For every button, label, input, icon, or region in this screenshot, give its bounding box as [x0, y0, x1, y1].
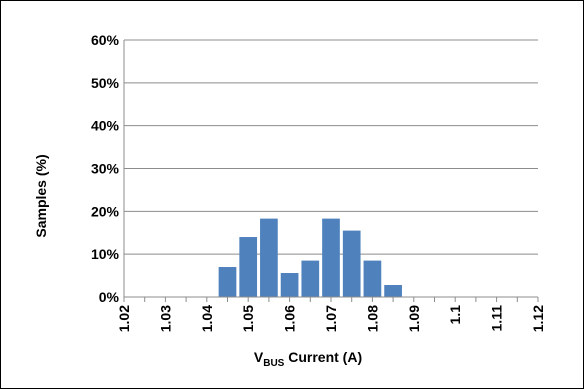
x-tick-label: 1.07 [323, 305, 339, 332]
y-tick-labels: 0% 10% 20% 30% 40% 50% 60% [91, 32, 120, 305]
x-axis-title: VBUS Current (A) [254, 349, 362, 369]
x-axis-title-main: V [254, 349, 264, 365]
bar [384, 285, 402, 297]
axes [123, 40, 539, 302]
x-tick-labels: 1.02 1.03 1.04 1.05 1.06 1.07 1.08 1.09 1.1 1.11 1… [116, 305, 546, 332]
bar [342, 230, 361, 297]
gridlines [124, 39, 538, 255]
bars [218, 218, 402, 297]
bar [363, 260, 382, 297]
y-tick-label: 0% [99, 289, 120, 305]
y-tick-label: 20% [91, 203, 120, 219]
bar [322, 218, 340, 297]
x-tick-label: 1.08 [364, 305, 380, 332]
x-tick-label: 1.11 [489, 305, 505, 332]
bar [218, 267, 237, 297]
x-tick-label: 1.09 [406, 305, 422, 332]
y-tick-label: 60% [91, 32, 120, 48]
x-tick-label: 1.03 [157, 305, 173, 332]
x-axis-title-subscript: BUS [263, 358, 284, 369]
x-axis-title-rest: Current (A) [284, 349, 362, 365]
x-tick-label: 1.02 [116, 305, 132, 332]
bar [301, 260, 320, 297]
bar [280, 273, 299, 297]
y-tick-label: 50% [91, 75, 120, 91]
x-tick-label: 1.12 [530, 305, 546, 332]
bar [239, 237, 258, 297]
x-tick-label: 1.04 [199, 305, 215, 332]
bar [260, 218, 278, 297]
y-tick-label: 30% [91, 161, 120, 177]
x-tick-label: 1.06 [282, 305, 298, 332]
x-tick-label: 1.05 [240, 305, 256, 332]
x-tick-label: 1.1 [447, 305, 463, 325]
y-tick-label: 40% [91, 118, 120, 134]
y-tick-label: 10% [91, 246, 120, 262]
y-axis-title: Samples (%) [33, 154, 49, 237]
